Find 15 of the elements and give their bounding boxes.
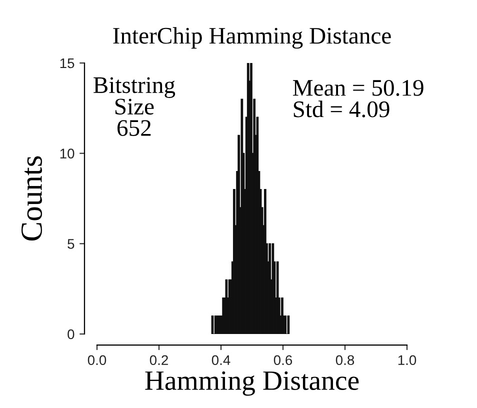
x-axis-title: Hamming Distance [145,371,359,396]
x-tick-label: 0.6 [274,355,292,366]
y-tick-label: 10 [60,148,74,159]
x-tick-label: 0.8 [336,355,354,366]
y-axis-title: Counts [21,156,42,241]
y-tick-label: 0 [68,329,74,340]
chart-title: InterChip Hamming Distance [113,27,391,49]
x-tick-label: 0.4 [212,355,230,366]
y-tick-label: 15 [60,58,74,68]
x-tick-label: 1.0 [398,355,416,366]
annotation: Mean = 50.19 Std = 4.09 [292,80,424,118]
annotation: Bitstring Size 652 [94,77,176,136]
x-tick-label: 0.0 [88,355,106,366]
x-tick-label: 0.2 [150,355,168,366]
y-tick-label: 5 [68,239,74,249]
